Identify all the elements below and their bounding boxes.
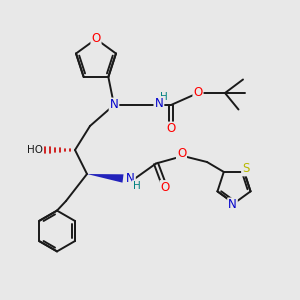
- Text: O: O: [167, 122, 176, 136]
- Text: N: N: [110, 98, 118, 112]
- Text: H: H: [160, 92, 167, 103]
- Polygon shape: [87, 174, 124, 183]
- Text: HO: HO: [26, 145, 43, 155]
- Text: O: O: [160, 181, 169, 194]
- Text: O: O: [194, 86, 202, 100]
- Text: N: N: [154, 97, 164, 110]
- Text: S: S: [242, 162, 249, 176]
- Text: O: O: [177, 146, 186, 160]
- Text: N: N: [228, 198, 237, 212]
- Text: N: N: [126, 172, 135, 185]
- Text: O: O: [92, 32, 100, 46]
- Text: H: H: [133, 181, 140, 191]
